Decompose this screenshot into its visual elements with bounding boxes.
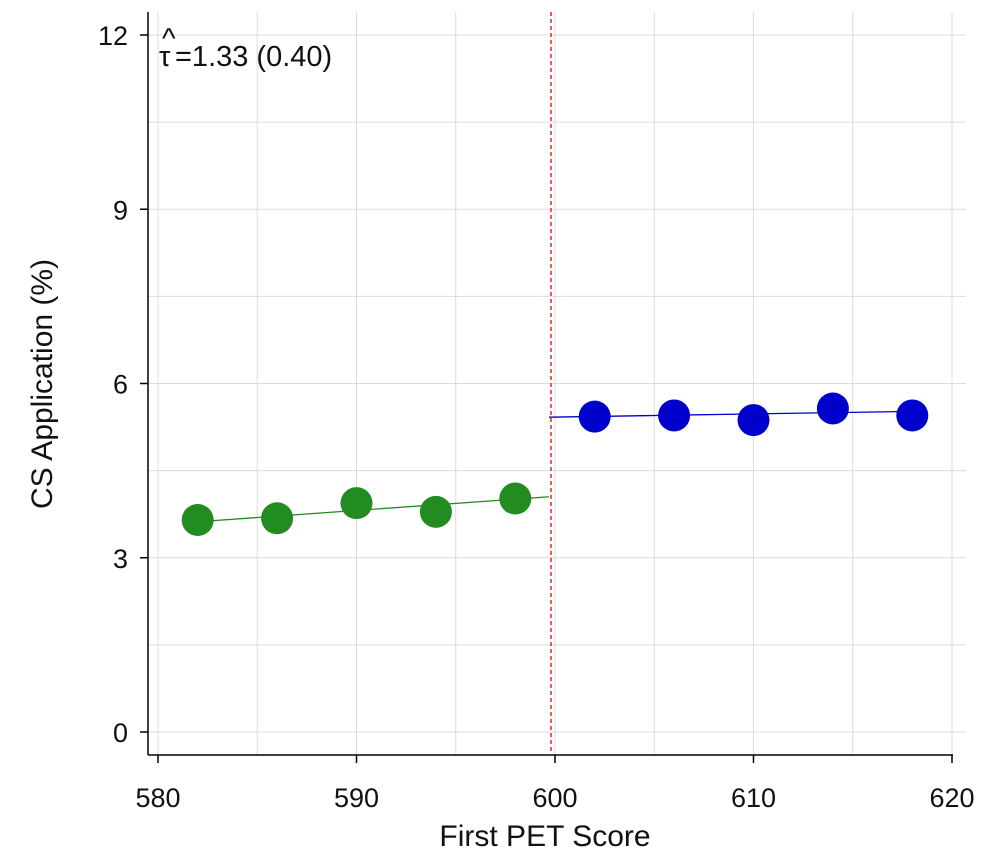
data-point-2 (578, 400, 611, 433)
tau-estimate: =1.33 (0.40) (175, 41, 332, 73)
data-points (181, 392, 929, 536)
fit-line-1 (197, 496, 550, 523)
tau-symbol: τ (159, 41, 171, 73)
data-point-1 (181, 503, 214, 536)
x-tick-label: 580 (135, 783, 180, 813)
x-tick-label: 610 (731, 783, 776, 813)
y-tick-label: 0 (113, 718, 128, 748)
labels: First PET Score CS Application (%) ^ τ =… (26, 23, 651, 852)
x-tick-label: 590 (334, 783, 379, 813)
gridlines (148, 12, 966, 755)
y-tick-label: 9 (113, 195, 128, 225)
y-tick-label: 6 (113, 370, 128, 400)
data-point-2 (816, 392, 849, 425)
data-point-2 (896, 399, 929, 432)
data-point-2 (737, 404, 770, 437)
data-point-2 (658, 399, 691, 432)
y-tick-label: 12 (98, 21, 128, 51)
y-axis-title: CS Application (%) (26, 259, 59, 509)
y-tick-label: 3 (113, 544, 128, 574)
x-axis-title: First PET Score (439, 820, 650, 852)
tau-hat: ^ (162, 23, 176, 55)
data-point-1 (340, 487, 373, 520)
data-point-1 (419, 495, 452, 528)
axes: 0 3 6 9 12 580 590 600 610 620 (98, 12, 975, 813)
tau-annotation: ^ τ =1.33 (0.40) (159, 23, 332, 73)
data-point-1 (261, 502, 294, 535)
data-point-1 (499, 482, 532, 515)
x-tick-label: 600 (532, 783, 577, 813)
x-tick-label: 620 (929, 783, 974, 813)
